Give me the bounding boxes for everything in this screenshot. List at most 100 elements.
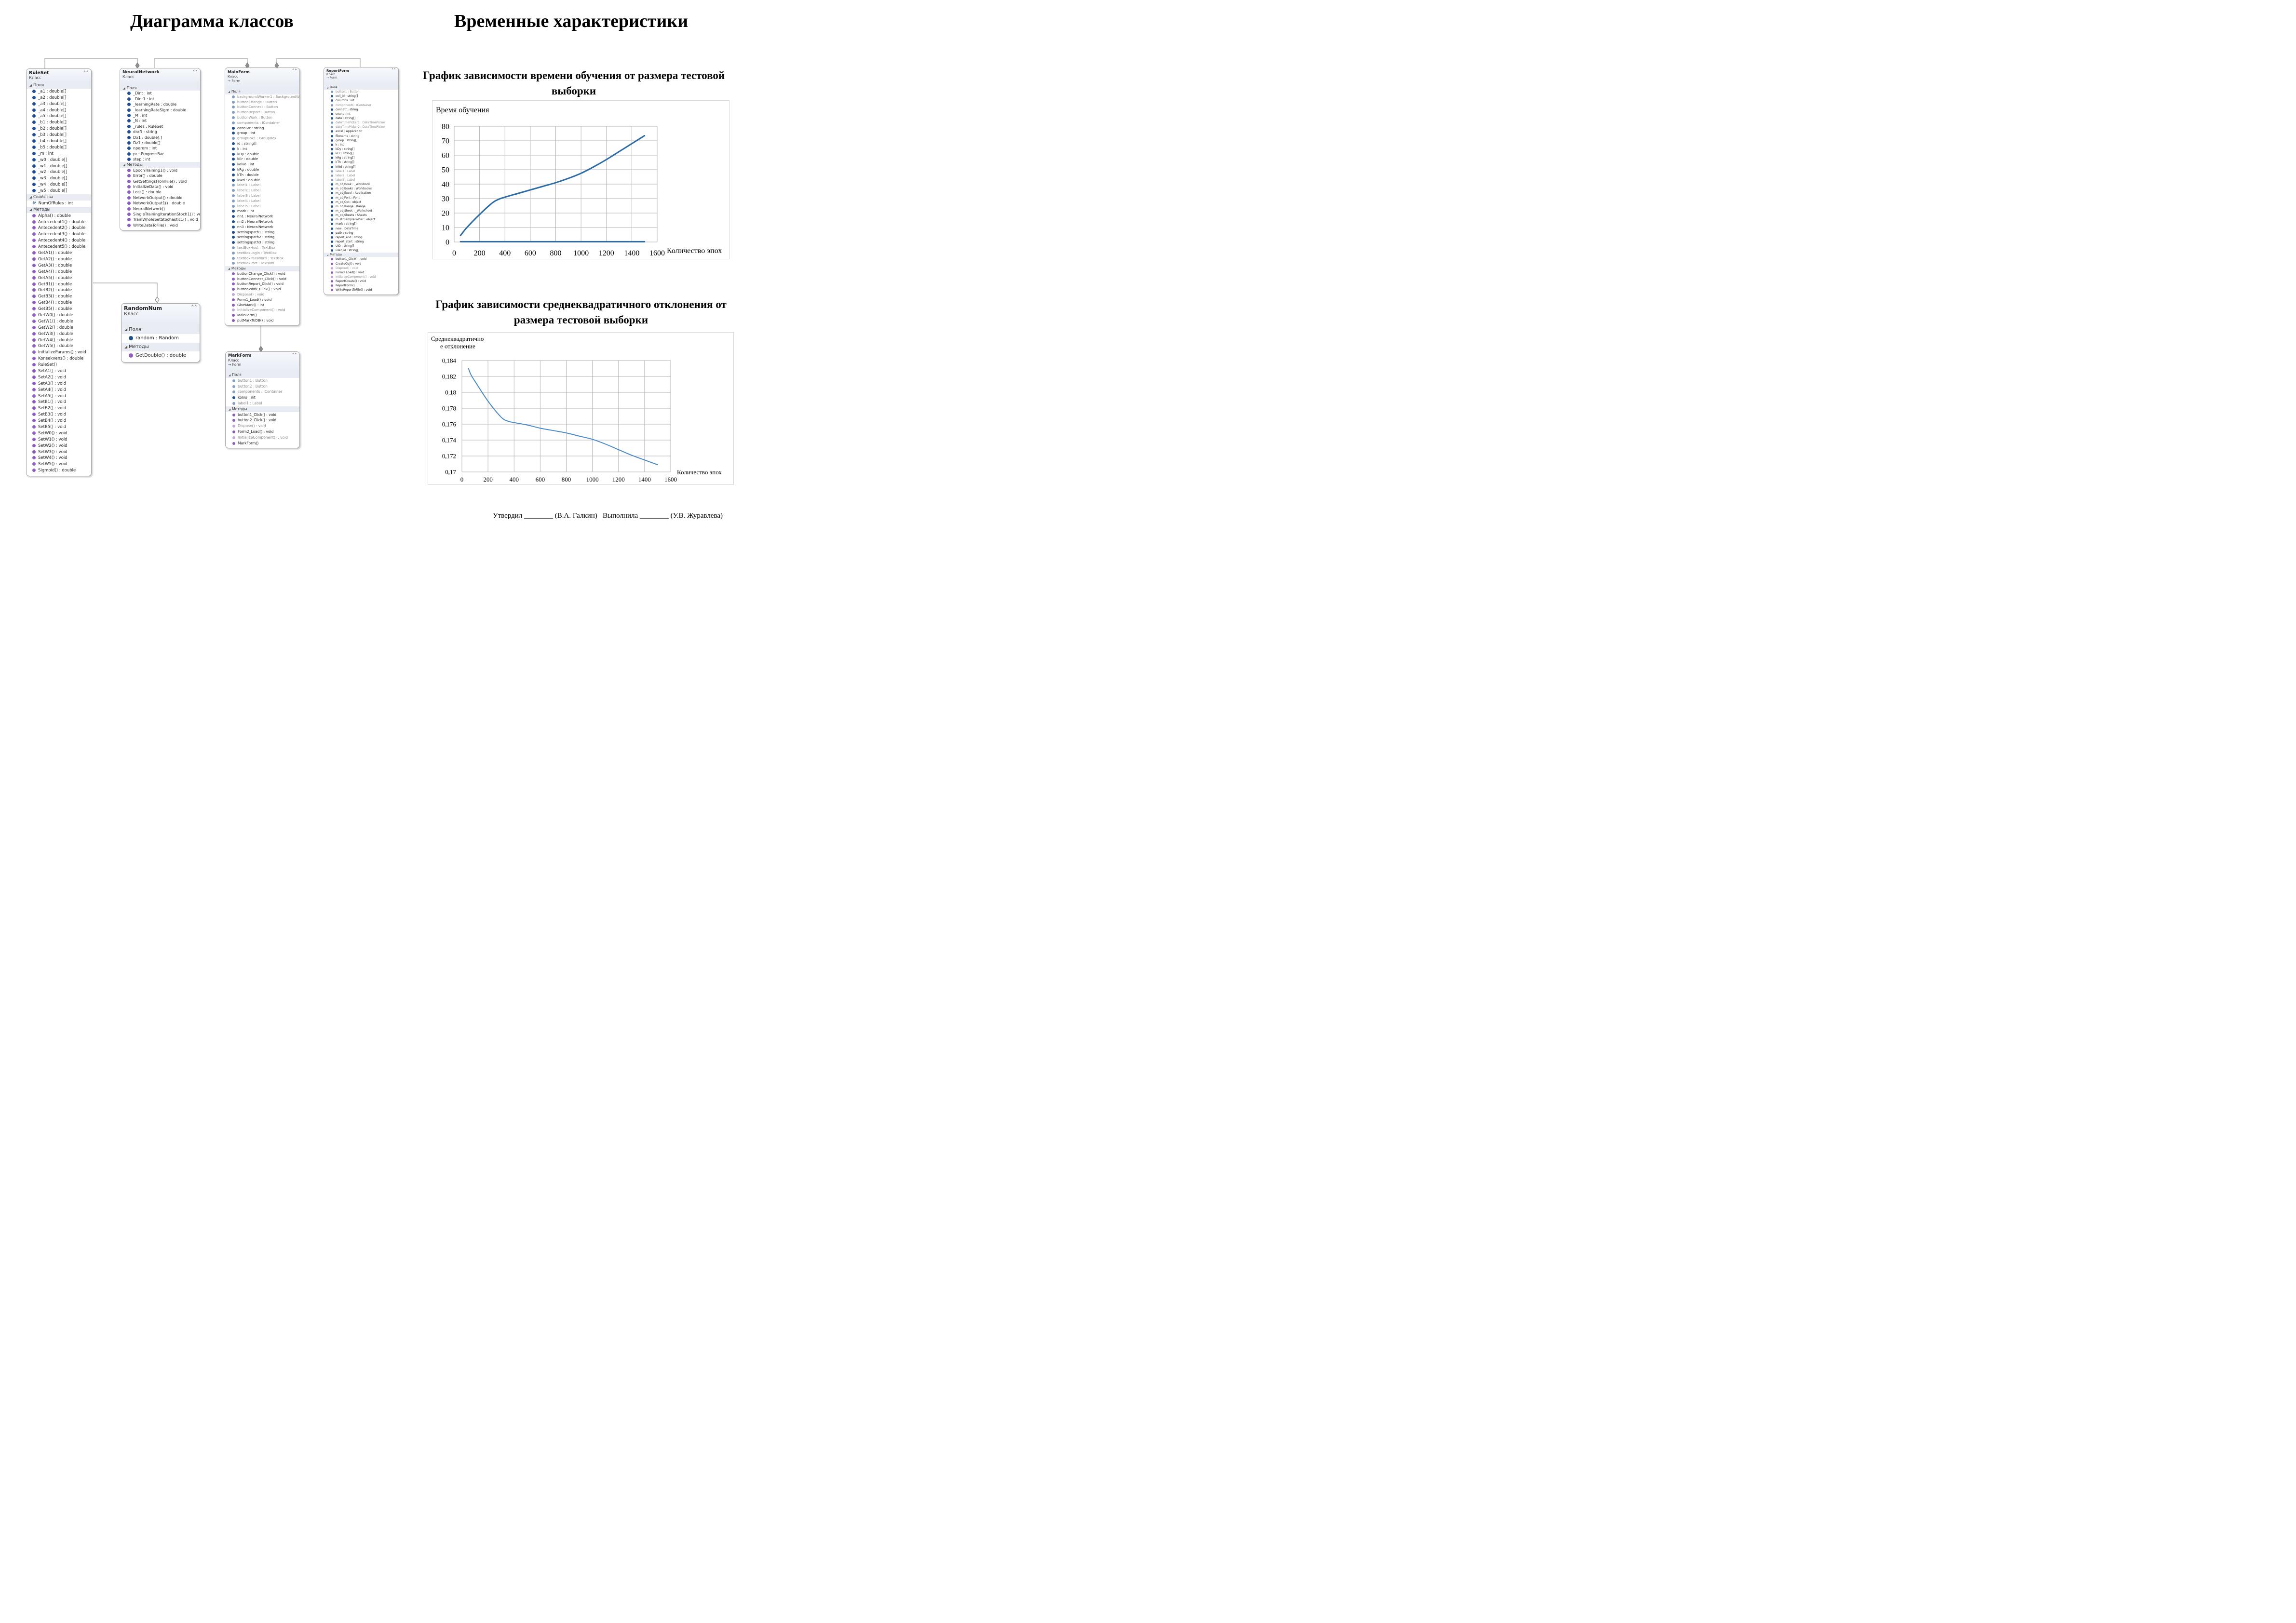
member-row[interactable]: Antecedent2() : double <box>27 225 91 231</box>
member-row[interactable]: dateTimePicker1 : DateTimePicker <box>324 121 398 125</box>
class-mainform[interactable]: MainForm Класс → Form ˄˄ ◢ Поля backgroundWork… <box>225 67 300 326</box>
member-row[interactable]: _b5 : double[] <box>27 145 91 151</box>
member-row[interactable]: settingspath2 : string <box>225 235 299 240</box>
member-row[interactable]: SetW5() : void <box>27 461 91 468</box>
member-row[interactable]: m_objBooks : Workbooks <box>324 187 398 191</box>
member-row[interactable]: Antecedent5() : double <box>27 244 91 250</box>
member-row[interactable]: Form3_Load() : void <box>324 270 398 275</box>
member-row[interactable]: count : int <box>324 112 398 116</box>
member-row[interactable]: kWd : string[] <box>324 165 398 169</box>
member-row[interactable]: GetW3() : double <box>27 331 91 337</box>
member-row[interactable]: kDy : double <box>225 152 299 157</box>
member-row[interactable]: Form1_Load() : void <box>225 297 299 303</box>
member-row[interactable]: m_objSheets : Sheets <box>324 213 398 217</box>
member-row[interactable]: Antecedent1() : double <box>27 219 91 226</box>
member-row[interactable]: kTh : double <box>225 173 299 178</box>
member-row[interactable]: buttonChange : Button <box>225 100 299 105</box>
member-row[interactable]: button2 : Button <box>226 384 299 389</box>
member-row[interactable]: label1 : Label <box>225 183 299 188</box>
member-row[interactable]: step : int <box>120 157 200 162</box>
member-row[interactable]: buttonReport : Button <box>225 110 299 115</box>
member-row[interactable]: mark : int <box>225 209 299 214</box>
member-row[interactable]: label4 : Label <box>225 199 299 204</box>
member-row[interactable]: Antecedent3() : double <box>27 231 91 238</box>
member-row[interactable]: label3 : Label <box>225 193 299 199</box>
member-row[interactable]: putMarkToDB() : void <box>225 318 299 323</box>
member-row[interactable]: InitializeComponent() : void <box>324 275 398 279</box>
member-row[interactable]: _a5 : double[] <box>27 113 91 120</box>
member-row[interactable]: SetW3() : void <box>27 449 91 456</box>
member-row[interactable]: Dispose() : void <box>226 423 299 429</box>
member-row[interactable]: SetB3() : void <box>27 412 91 418</box>
member-row[interactable]: Dispose() : void <box>324 266 398 270</box>
member-row[interactable]: Loss() : double <box>120 189 200 195</box>
member-row[interactable]: _a1 : double[] <box>27 89 91 95</box>
member-row[interactable]: user_id : string[] <box>324 248 398 253</box>
member-row[interactable]: m_objExcel : Application <box>324 191 398 195</box>
member-row[interactable]: _w2 : double[] <box>27 169 91 175</box>
member-row[interactable]: label2 : Label <box>225 188 299 193</box>
member-row[interactable]: Dz1 : double[] <box>120 140 200 146</box>
member-row[interactable]: textBoxPassword : TextBox <box>225 256 299 261</box>
member-row[interactable]: SetB1() : void <box>27 399 91 405</box>
member-row[interactable]: Antecedent4() : double <box>27 238 91 244</box>
collapse-icon[interactable]: ˄˄ <box>192 69 198 76</box>
section-header[interactable]: ◢ Поля <box>324 85 398 90</box>
member-row[interactable]: Alpha() : double <box>27 213 91 219</box>
member-row[interactable]: kDy : string[] <box>324 147 398 151</box>
member-row[interactable]: now : DateTime <box>324 227 398 231</box>
member-row[interactable]: WriteDataToFile() : void <box>120 223 200 228</box>
collapse-icon[interactable]: ˄˄ <box>83 70 89 77</box>
member-row[interactable]: SetB2() : void <box>27 405 91 412</box>
member-row[interactable]: _a2 : double[] <box>27 95 91 101</box>
member-row[interactable]: SetW1() : void <box>27 437 91 443</box>
collapse-icon[interactable]: ˄˄ <box>292 69 297 74</box>
section-header[interactable]: ◢ Методы <box>226 406 299 412</box>
member-row[interactable]: _Dint : int <box>120 91 200 96</box>
member-row[interactable]: UID : string[] <box>324 244 398 248</box>
member-row[interactable]: button1 : Button <box>226 378 299 384</box>
member-row[interactable]: _N : int <box>120 118 200 123</box>
member-row[interactable]: _w3 : double[] <box>27 175 91 182</box>
member-row[interactable]: NetworkOutput() : double <box>120 195 200 201</box>
member-row[interactable]: GetW2() : double <box>27 325 91 331</box>
member-row[interactable]: _b1 : double[] <box>27 120 91 126</box>
member-row[interactable]: kWd : double <box>225 178 299 183</box>
member-row[interactable]: Konsekvens() : double <box>27 356 91 362</box>
member-row[interactable]: buttonWork : Button <box>225 115 299 121</box>
member-row[interactable]: SetW0() : void <box>27 430 91 437</box>
member-row[interactable]: path : string <box>324 231 398 235</box>
section-header[interactable]: ◢ Методы <box>122 343 200 351</box>
member-row[interactable]: GetSettingsFromFile() : void <box>120 179 200 184</box>
member-row[interactable]: SetA2() : void <box>27 375 91 381</box>
member-row[interactable]: kTh : string[] <box>324 160 398 164</box>
member-row[interactable]: button2_Click() : void <box>226 417 299 423</box>
member-row[interactable]: settingspath3 : string <box>225 240 299 245</box>
member-row[interactable]: GetB2() : double <box>27 287 91 294</box>
member-row[interactable]: buttonConnect_Click() : void <box>225 277 299 282</box>
member-row[interactable]: k : int <box>225 147 299 152</box>
class-randomnum[interactable]: RandomNum Класс ˄˄ ◢ Поля random : Random ◢ Мет… <box>121 303 200 362</box>
section-header[interactable]: ◢ Методы <box>27 206 91 213</box>
member-row[interactable]: buttonChange_Click() : void <box>225 271 299 277</box>
member-row[interactable]: _learningRateSigm : double <box>120 107 200 113</box>
member-row[interactable]: SetW2() : void <box>27 443 91 449</box>
member-row[interactable]: _w1 : double[] <box>27 163 91 170</box>
member-row[interactable]: kRg : double <box>225 167 299 173</box>
member-row[interactable]: m_objBook : _Workbook <box>324 182 398 187</box>
member-row[interactable]: InitializeComponent() : void <box>226 435 299 441</box>
member-row[interactable]: GetA1() : double <box>27 250 91 256</box>
collapse-triangle-icon[interactable]: ◢ <box>228 91 230 94</box>
member-row[interactable]: textBoxHost : TextBox <box>225 245 299 251</box>
member-row[interactable]: button1_Click() : void <box>226 412 299 418</box>
collapse-triangle-icon[interactable]: ◢ <box>327 86 329 89</box>
member-row[interactable]: draft : string <box>120 129 200 134</box>
member-row[interactable]: nperem : int <box>120 146 200 151</box>
member-row[interactable]: SetA4() : void <box>27 387 91 393</box>
collapse-triangle-icon[interactable]: ◢ <box>29 83 32 87</box>
member-row[interactable]: GetA3() : double <box>27 263 91 269</box>
member-row[interactable]: SetB5() : void <box>27 424 91 430</box>
member-row[interactable]: m_strSampleFolder : object <box>324 217 398 222</box>
member-row[interactable]: GetW5() : double <box>27 343 91 349</box>
member-row[interactable]: components : IContainer <box>226 389 299 395</box>
